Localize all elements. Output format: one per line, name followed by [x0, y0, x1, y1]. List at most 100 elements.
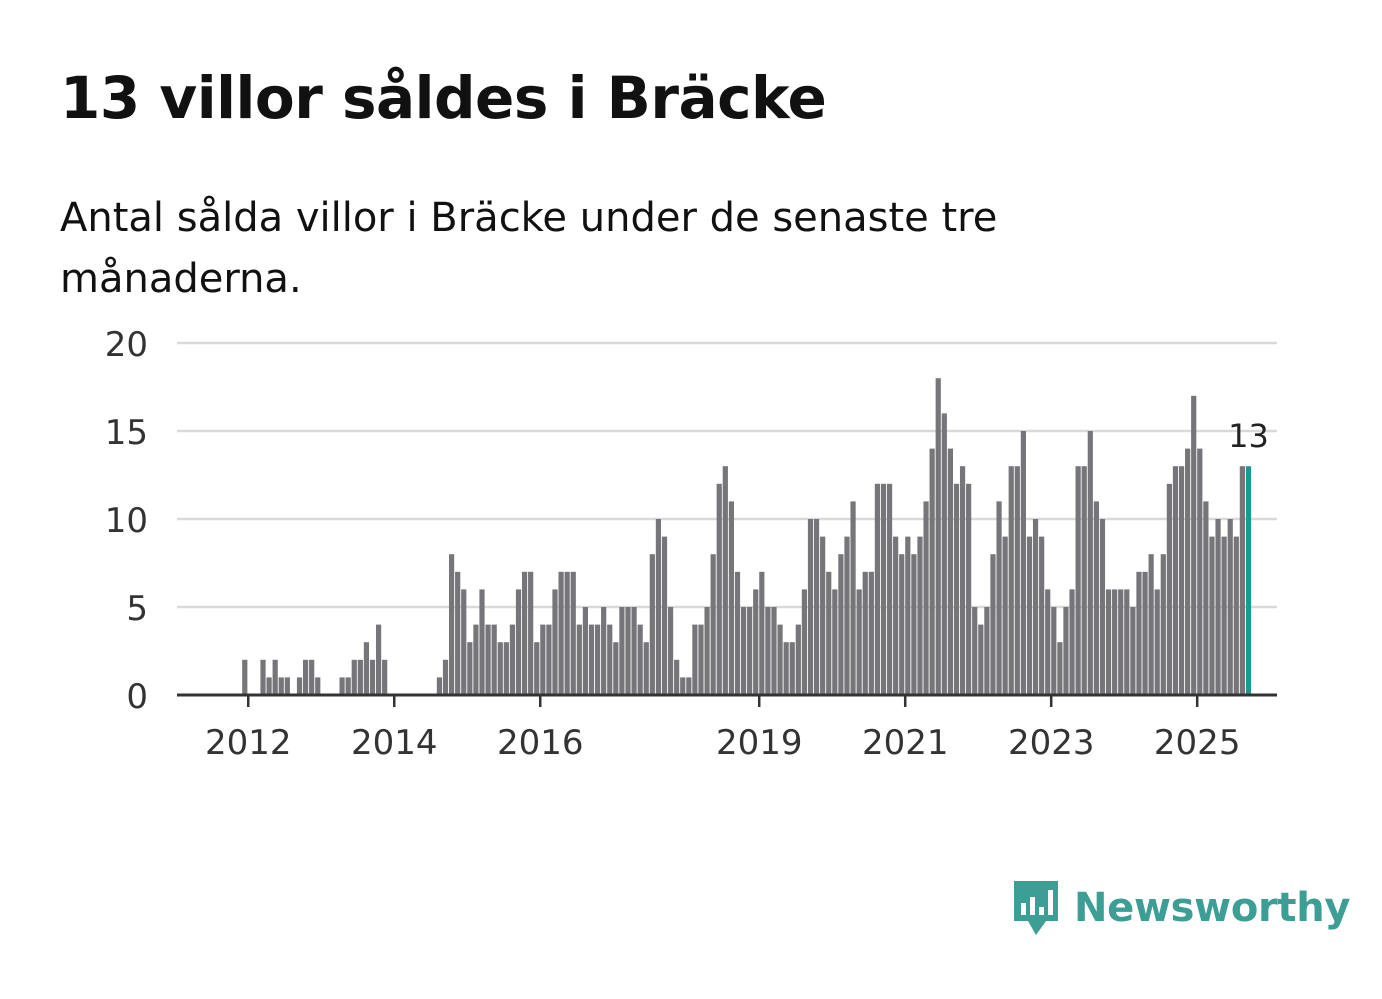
- bar: [1185, 448, 1191, 695]
- bar: [564, 571, 570, 695]
- bar: [1118, 589, 1124, 695]
- bar: [637, 624, 643, 695]
- bar: [266, 677, 272, 695]
- y-tick-label: 5: [126, 589, 148, 629]
- bar: [820, 536, 826, 695]
- bar: [631, 607, 637, 695]
- x-tick-label: 2014: [351, 723, 438, 763]
- bar: [369, 659, 376, 695]
- bar: [1063, 607, 1069, 695]
- chart-subtitle: Antal sålda villor i Bräcke under de sen…: [60, 195, 998, 302]
- bar: [832, 589, 838, 695]
- bar: [1227, 519, 1233, 695]
- y-tick-label: 10: [105, 501, 148, 541]
- grid-lines: [177, 341, 1277, 609]
- y-axis-labels: 0 5 10 15 20: [105, 325, 148, 717]
- bar: [1075, 466, 1081, 695]
- bar: [935, 378, 941, 695]
- bar: [1057, 642, 1063, 695]
- bar: [747, 607, 753, 695]
- bar: [655, 519, 662, 695]
- bar: [1233, 536, 1239, 695]
- bar: [947, 448, 953, 695]
- bar: [692, 624, 698, 695]
- bar: [1002, 536, 1008, 695]
- bar: [899, 554, 905, 695]
- bar: [588, 624, 595, 695]
- bar: [242, 659, 248, 695]
- bar: [1166, 483, 1172, 695]
- bar: [734, 571, 741, 695]
- bar: [789, 642, 795, 695]
- bar: [862, 571, 868, 695]
- y-tick-label: 0: [126, 677, 148, 717]
- bar: [479, 589, 485, 695]
- bar: [911, 554, 917, 695]
- bar: [1087, 431, 1093, 695]
- x-tick-label: 2025: [1154, 723, 1241, 763]
- bar: [1178, 466, 1185, 695]
- bar: [345, 677, 351, 695]
- bar: [540, 624, 546, 695]
- bar: [996, 501, 1002, 695]
- bar: [351, 659, 357, 695]
- bar: [1221, 536, 1227, 695]
- bar: [795, 624, 801, 695]
- y-tick-label: 15: [105, 413, 148, 453]
- bar: [905, 536, 911, 695]
- bar: [698, 624, 704, 695]
- bar: [1154, 589, 1160, 695]
- bar: [1045, 589, 1051, 695]
- bar: [442, 659, 449, 695]
- bar: [448, 554, 455, 695]
- bar: [558, 571, 564, 695]
- page-title: 13 villor såldes i Bräcke: [60, 64, 827, 132]
- bar: [272, 659, 278, 695]
- bar: [491, 624, 497, 695]
- bar: [765, 607, 771, 695]
- bar: [1142, 571, 1148, 695]
- highlight-value-label: 13: [1228, 417, 1269, 455]
- brand-logo: Newsworthy: [1010, 876, 1351, 940]
- bar: [1136, 571, 1142, 695]
- bar: [1039, 536, 1045, 695]
- bar: [978, 624, 984, 695]
- bar: [880, 483, 887, 695]
- bar: [582, 607, 589, 695]
- bar: [759, 571, 765, 695]
- bar: [570, 571, 576, 695]
- bar: [923, 501, 929, 695]
- bar: [783, 642, 789, 695]
- bar: [534, 642, 540, 695]
- bar: [1203, 501, 1209, 695]
- bar: [722, 466, 728, 695]
- bar: [278, 677, 284, 695]
- bar: [509, 624, 516, 695]
- x-tick-label: 2012: [205, 723, 292, 763]
- bar: [874, 483, 880, 695]
- bar: [753, 589, 759, 695]
- bar: [972, 607, 978, 695]
- x-tick-label: 2016: [497, 723, 584, 763]
- bar: [455, 571, 461, 695]
- bar: [1124, 589, 1130, 695]
- bar: [667, 607, 674, 695]
- bar: [1130, 607, 1136, 695]
- bar: [868, 571, 874, 695]
- bar: [1148, 554, 1154, 695]
- bar: [941, 413, 947, 695]
- bar: [917, 536, 923, 695]
- x-tick-label: 2021: [862, 723, 949, 763]
- x-tick-label: 2019: [716, 723, 803, 763]
- newsworthy-chart-bubble-icon: [1014, 881, 1058, 935]
- bar: [607, 624, 613, 695]
- bar: [315, 677, 321, 695]
- bar: [984, 607, 990, 695]
- bar: [546, 624, 552, 695]
- y-tick-label: 20: [105, 325, 148, 365]
- bar: [929, 448, 935, 695]
- bar: [1069, 589, 1075, 695]
- bar-highlight: [1245, 466, 1252, 695]
- x-axis-labels: 2012 2014 2016 2019 2021 2023 2025: [205, 723, 1240, 763]
- bar: [680, 677, 686, 695]
